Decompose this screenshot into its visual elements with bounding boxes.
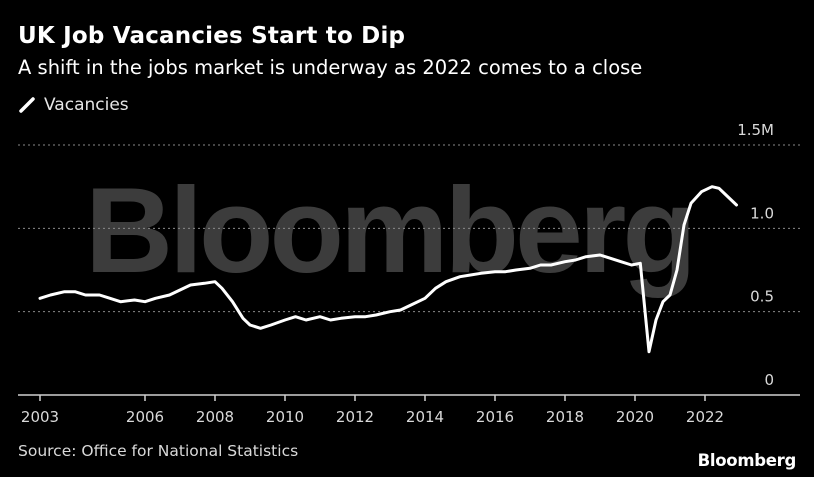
chart-title: UK Job Vacancies Start to Dip (18, 23, 406, 49)
x-tick-label: 2020 (616, 408, 654, 426)
grid-lines (18, 144, 800, 313)
y-tick-label: 1.5M (737, 121, 774, 139)
chart-subtitle: A shift in the jobs market is underway a… (18, 56, 643, 79)
y-tick-label: 0.5 (750, 288, 774, 306)
x-tick-label: 2014 (406, 408, 444, 426)
legend-label: Vacancies (44, 95, 129, 115)
bloomberg-watermark: Bloomberg (85, 162, 693, 298)
series-vacancies (38, 185, 738, 354)
x-axis-ticks: 2003 2006 2008 2010 2012 2014 2016 2018 2020 2022 (21, 395, 724, 426)
y-axis-labels: 0 0.5 1.0 1.5M (737, 121, 774, 389)
bloomberg-logo: Bloomberg (697, 451, 797, 470)
source-note: Source: Office for National Statistics (18, 442, 299, 460)
x-tick-label: 2022 (686, 408, 724, 426)
x-tick-label: 2016 (476, 408, 514, 426)
line-swatch-icon (19, 97, 35, 113)
x-tick-label: 2003 (21, 408, 59, 426)
y-tick-label: 1.0 (750, 204, 774, 222)
x-tick-label: 2018 (546, 408, 584, 426)
legend: Vacancies (18, 94, 129, 116)
x-tick-label: 2012 (336, 408, 374, 426)
y-tick-label: 0 (764, 371, 774, 389)
series-line-vacancies (38, 185, 738, 354)
x-tick-label: 2010 (266, 408, 304, 426)
x-tick-label: 2006 (126, 408, 164, 426)
x-tick-label: 2008 (196, 408, 234, 426)
